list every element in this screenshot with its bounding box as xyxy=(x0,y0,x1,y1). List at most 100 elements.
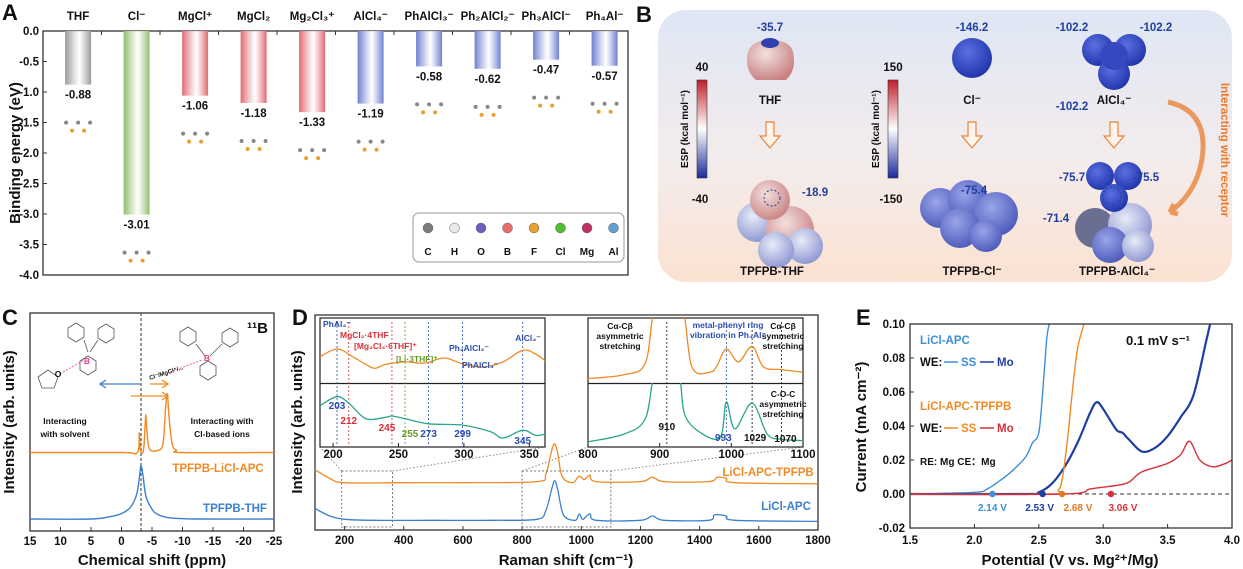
b-alcl4-esp-surface xyxy=(1082,34,1146,90)
a-molecule-atom xyxy=(596,109,601,114)
b-tpfpb-cl-esp-surface xyxy=(920,180,1018,252)
d-inset-x-tick-label: 200 xyxy=(323,449,342,461)
a-molecule-atom xyxy=(245,146,250,151)
d-inset-series-bottom xyxy=(588,383,803,443)
c-nucleus-label: ¹¹B xyxy=(247,320,268,337)
d-inset-mode-label: Cα-Cβ xyxy=(770,321,796,331)
e-legend-we-1: WE: xyxy=(920,357,942,369)
a-molecule-atom xyxy=(193,131,198,136)
b-tpfpb-thf-esp-value: -18.9 xyxy=(802,187,828,199)
a-bar-value-label: -0.58 xyxy=(416,71,443,83)
a-legend-atom-label: H xyxy=(451,247,458,258)
b-thf-label: THF xyxy=(759,95,781,107)
d-series-line xyxy=(314,479,819,523)
d-inset-peak-label: 993 xyxy=(715,433,732,444)
c-x-tick-label: 0 xyxy=(118,536,124,548)
d-inset-frame xyxy=(319,317,546,448)
a-bar xyxy=(65,31,92,85)
b-colorbar-2 xyxy=(887,79,899,179)
e-onset-marker xyxy=(1058,490,1066,498)
a-bar-value-label: -0.47 xyxy=(533,65,559,77)
c-structure-right-ion-label: Cl⁻/MgCl⁺/... xyxy=(148,364,184,382)
d-inset-peak-label: 910 xyxy=(658,422,675,433)
c-solvent-annotation-1: Interacting xyxy=(43,416,86,426)
e-series-line xyxy=(910,440,1232,496)
panel-c-nmr-chart: Intensity (arb. units) Chemical shift (p… xyxy=(1,312,283,569)
d-inset-peak-label: 212 xyxy=(340,416,357,427)
d-inset-peak-label: 1070 xyxy=(774,434,797,445)
a-molecule-atom xyxy=(64,120,69,125)
a-molecule-atom xyxy=(134,250,139,255)
b-colorbar-1-max: 40 xyxy=(696,62,709,74)
b-curved-arrow-icon xyxy=(1167,99,1206,217)
a-legend-atom-label: F xyxy=(531,247,537,258)
e-y-tick-label: 0.06 xyxy=(883,387,905,399)
d-inset-species-label: PhAl₄⁻ xyxy=(323,319,351,329)
a-molecule-atom xyxy=(128,258,133,263)
a-bar xyxy=(474,31,501,69)
a-molecule-atom xyxy=(538,103,543,108)
a-y-tick-label: -2.5 xyxy=(19,179,39,191)
e-onset-label: 3.06 V xyxy=(1108,503,1137,514)
e-legend-group-2: LiCl-APC-TPFPB xyxy=(920,401,1011,413)
b-thf-esp-value: -35.7 xyxy=(757,22,783,34)
b-thf-esp-surface xyxy=(747,40,795,80)
a-molecule-atom xyxy=(88,120,93,125)
e-legend-ss-2: SS xyxy=(961,423,977,435)
a-category-label: Ph₄Al⁻ xyxy=(586,11,624,23)
d-inset-species-label: [Li·3THF]⁺ xyxy=(396,354,438,364)
e-x-tick-label: 1.5 xyxy=(902,535,919,547)
a-bar-value-label: -3.01 xyxy=(123,220,150,232)
a-molecule-atom xyxy=(263,138,268,143)
b-tpfpb-cl-esp-value: -75.4 xyxy=(961,185,988,197)
a-molecule-atom xyxy=(608,109,613,114)
d-series-line xyxy=(314,443,819,485)
a-molecule-atom xyxy=(439,102,444,107)
a-bar xyxy=(182,31,209,96)
e-onset-label: 2.14 V xyxy=(978,503,1007,514)
e-y-tick-label: 0.02 xyxy=(883,455,905,467)
a-legend-atom-swatch xyxy=(528,222,540,234)
d-inset-x-tick-label: 350 xyxy=(520,449,539,461)
a-y-tick-label: -3.5 xyxy=(19,240,39,252)
b-tpfpb-alcl4-esp-value-3: -71.4 xyxy=(1043,213,1070,225)
b-tpfpb-alcl4-esp-value-1: -75.7 xyxy=(1059,172,1085,184)
b-down-arrow-icon xyxy=(960,121,984,149)
a-y-tick-label: -1.5 xyxy=(19,118,39,130)
d-inset-x-tick-label: 800 xyxy=(578,449,597,461)
a-legend-atom-label: O xyxy=(477,247,485,258)
c-series-label-licl: TPFPB-LiCl-APC xyxy=(172,463,263,475)
d-plot-frame xyxy=(314,314,819,531)
panel-label-a: A xyxy=(2,0,18,25)
panel-label-d: D xyxy=(292,305,308,330)
e-onset-marker xyxy=(989,490,996,498)
b-tpfpb-alcl4-esp-value-2: -75.5 xyxy=(1133,172,1160,184)
d-x-tick-label: 1000 xyxy=(568,535,594,547)
d-inset-mode-label: metal-phenyl ring xyxy=(693,320,764,330)
c-x-tick-label: -25 xyxy=(266,536,283,548)
d-inset-species-label: Ph₂AlCl₂⁻ xyxy=(449,343,489,353)
a-y-tick-label: -3.0 xyxy=(19,209,39,221)
a-legend-atom-swatch xyxy=(608,222,619,234)
d-inset-peak-label: 273 xyxy=(420,429,437,440)
b-cl-esp-sphere xyxy=(952,38,992,78)
c-y-axis-label: Intensity (arb. units) xyxy=(1,350,18,493)
d-inset-peak-label: 345 xyxy=(514,436,531,447)
b-thf-oxygen-region xyxy=(761,38,779,48)
a-category-label: Ph₃AlCl⁻ xyxy=(522,11,571,23)
c-series-line xyxy=(30,392,275,455)
a-y-tick-label: -2.0 xyxy=(19,148,39,160)
c-x-tick-label: 15 xyxy=(24,536,37,548)
a-category-label: Cl⁻ xyxy=(128,11,146,23)
a-molecule-atom xyxy=(362,147,367,152)
panel-label-e: E xyxy=(856,305,871,330)
c-structure-left xyxy=(37,322,115,389)
d-x-axis-label: Raman shift (cm⁻¹) xyxy=(499,552,634,569)
d-x-tick-label: 800 xyxy=(513,535,532,547)
d-inset-x-tick-label: 1000 xyxy=(719,449,745,461)
a-legend-atom-swatch xyxy=(449,222,460,234)
e-y-tick-label: 0.10 xyxy=(883,319,905,331)
a-legend-atom-label: Cl xyxy=(556,247,566,258)
b-colorbar-2-max: 150 xyxy=(883,62,902,74)
d-series-label-apc: LiCl-APC xyxy=(761,501,811,513)
